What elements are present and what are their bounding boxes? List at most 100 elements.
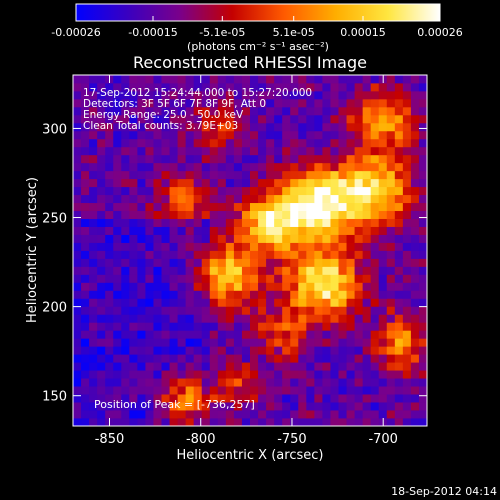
heatmap-cell — [97, 114, 106, 124]
heatmap-cell — [185, 338, 195, 347]
heatmap-cell — [105, 186, 114, 196]
heatmap-cell — [410, 402, 420, 411]
heatmap-cell — [201, 218, 211, 227]
heatmap-cell — [105, 218, 114, 227]
heatmap-cell — [89, 338, 98, 347]
heatmap-cell — [418, 106, 428, 116]
heatmap-cell — [241, 106, 251, 116]
heatmap-cell — [105, 98, 114, 108]
heatmap-cell — [97, 258, 106, 267]
heatmap-cell — [225, 114, 235, 124]
heatmap-cell — [290, 402, 299, 411]
heatmap-cell — [362, 178, 372, 188]
heatmap-cell — [370, 274, 380, 283]
heatmap-cell — [378, 402, 388, 411]
heatmap-cell — [266, 386, 275, 395]
heatmap-cell — [97, 266, 106, 275]
heatmap-cell — [145, 138, 154, 148]
heatmap-cell — [330, 314, 339, 323]
heatmap-cell — [250, 418, 259, 427]
heatmap-cell — [258, 418, 267, 427]
heatmap-cell — [394, 186, 404, 196]
heatmap-cell — [81, 322, 90, 331]
heatmap-cell — [241, 170, 251, 180]
heatmap-cell — [233, 194, 243, 204]
heatmap-cell — [258, 210, 267, 219]
heatmap-cell — [418, 218, 428, 227]
heatmap-cell — [81, 226, 90, 235]
heatmap-cell — [97, 170, 106, 180]
heatmap-cell — [402, 258, 412, 267]
heatmap-cell — [354, 114, 364, 124]
heatmap-cell — [386, 338, 396, 347]
heatmap-cell — [89, 90, 98, 100]
heatmap-cell — [314, 402, 323, 411]
heatmap-cell — [145, 210, 154, 219]
heatmap-cell — [217, 90, 227, 100]
heatmap-cell — [209, 90, 219, 100]
heatmap-cell — [322, 378, 331, 387]
heatmap-cell — [153, 106, 162, 116]
heatmap-cell — [330, 178, 339, 188]
heatmap-cell — [282, 362, 291, 371]
heatmap-cell — [282, 330, 291, 339]
heatmap-cell — [306, 314, 315, 323]
heatmap-cell — [362, 410, 372, 419]
heatmap-cell — [121, 178, 130, 188]
heatmap-cell — [410, 202, 420, 212]
heatmap-cell — [370, 386, 380, 395]
heatmap-cell — [145, 362, 154, 371]
heatmap-cell — [410, 386, 420, 395]
heatmap-cell — [113, 338, 122, 347]
heatmap-cell — [145, 90, 154, 100]
heatmap-cell — [290, 130, 299, 140]
heatmap-cell — [266, 75, 275, 84]
heatmap-cell — [250, 218, 259, 227]
heatmap-cell — [73, 274, 82, 283]
heatmap-cell — [233, 306, 243, 315]
heatmap-cell — [137, 274, 146, 283]
heatmap-cell — [129, 362, 138, 371]
heatmap-cell — [250, 178, 259, 188]
heatmap-cell — [386, 75, 396, 84]
heatmap-cell — [266, 82, 275, 92]
heatmap-cell — [410, 306, 420, 315]
heatmap-cell — [402, 394, 412, 403]
heatmap-cell — [97, 322, 106, 331]
heatmap-cell — [81, 274, 90, 283]
heatmap-cell — [217, 202, 227, 212]
heatmap-cell — [73, 258, 82, 267]
heatmap-cell — [418, 314, 428, 323]
heatmap-cell — [410, 290, 420, 299]
heatmap-cell — [201, 178, 211, 188]
heatmap-cell — [233, 386, 243, 395]
heatmap-cell — [241, 306, 251, 315]
heatmap-cell — [193, 218, 203, 227]
heatmap-cell — [129, 82, 138, 92]
heatmap-cell — [185, 122, 195, 132]
heatmap-cell — [346, 282, 355, 291]
heatmap-cell — [418, 194, 428, 204]
heatmap-cell — [177, 274, 187, 283]
heatmap-cell — [306, 90, 315, 100]
heatmap-cell — [97, 378, 106, 387]
heatmap-cell — [290, 370, 299, 379]
heatmap-cell — [330, 298, 339, 307]
heatmap-cell — [241, 234, 251, 243]
heatmap-cell — [137, 226, 146, 235]
heatmap-cell — [338, 90, 347, 100]
heatmap-cell — [274, 290, 283, 299]
heatmap-cell — [121, 170, 130, 180]
heatmap-cell — [346, 290, 355, 299]
heatmap-cell — [201, 114, 211, 124]
heatmap-cell — [177, 378, 187, 387]
heatmap-cell — [241, 186, 251, 196]
heatmap-cell — [113, 378, 122, 387]
heatmap-cell — [346, 274, 355, 283]
info-line: Clean Total counts: 3.79E+03 — [83, 120, 238, 132]
heatmap-cell — [322, 202, 331, 212]
heatmap-cell — [330, 138, 339, 148]
heatmap-cell — [354, 194, 364, 204]
heatmap-cell — [89, 362, 98, 371]
heatmap-cell — [241, 346, 251, 355]
